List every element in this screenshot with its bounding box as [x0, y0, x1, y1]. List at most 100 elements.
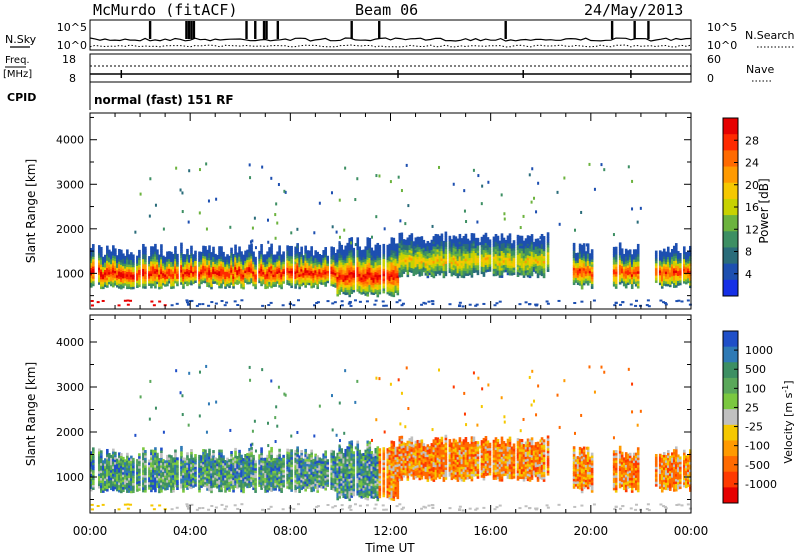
- velocity-cell: [194, 454, 197, 457]
- power-cell: [171, 304, 174, 306]
- power-cell: [142, 244, 145, 247]
- power-cell: [270, 244, 273, 247]
- power-cell: [129, 300, 132, 302]
- power-cell: [459, 234, 462, 237]
- velocity-cell: [186, 452, 189, 455]
- noise-spike: [149, 21, 151, 39]
- power-cell: [160, 244, 163, 247]
- power-cell: [473, 233, 476, 236]
- power-cell: [675, 300, 678, 302]
- power-cell: [431, 303, 434, 305]
- power-cell: [359, 301, 362, 303]
- noise-tick-left-low: 10^0: [57, 39, 87, 52]
- power-cell: [118, 304, 121, 306]
- nave-tick-high: 60: [707, 53, 721, 66]
- power-cell: [630, 303, 633, 305]
- power-cell: [201, 303, 204, 305]
- power-cell: [340, 245, 343, 248]
- power-cell: [489, 239, 492, 242]
- noise-spike: [504, 21, 506, 39]
- power-cell: [535, 210, 537, 213]
- power-cell: [150, 301, 153, 303]
- power-cell: [687, 299, 690, 301]
- power-cell: [528, 303, 531, 305]
- power-cell: [481, 202, 483, 205]
- power-cell: [238, 246, 241, 249]
- power-cell: [134, 231, 136, 234]
- power-cell: [631, 180, 633, 183]
- power-cell: [205, 162, 207, 165]
- power-cell: [583, 243, 586, 246]
- power-cell: [188, 221, 190, 224]
- noise-spike: [254, 21, 256, 39]
- velocity-cell: [160, 448, 163, 451]
- power-cell: [594, 188, 596, 191]
- power-cell: [282, 251, 285, 254]
- noise-spike: [378, 21, 380, 39]
- cpid-panel: CPID normal (fast) 151 RF: [7, 82, 234, 110]
- power-cell: [91, 304, 94, 306]
- power-cell: [513, 240, 516, 243]
- power-cell: [603, 168, 605, 171]
- power-cell: [310, 246, 313, 249]
- power-cell: [637, 244, 640, 247]
- noise-spike: [263, 21, 265, 39]
- power-cell: [487, 181, 489, 184]
- noise-spike: [277, 21, 279, 39]
- power-cell: [453, 183, 455, 186]
- power-cell: [138, 250, 141, 253]
- power-cell: [267, 304, 270, 306]
- power-cell: [190, 246, 193, 249]
- nave-label: Nave: [746, 63, 774, 76]
- power-cell: [580, 211, 582, 214]
- velocity-cell: [114, 452, 117, 455]
- power-cell: [194, 251, 197, 254]
- power-cell: [382, 300, 385, 302]
- colorbar-swatch: [723, 118, 738, 135]
- y-tick-label: 1000: [56, 267, 84, 280]
- colorbar-swatch: [723, 247, 738, 264]
- power-cell: [647, 299, 650, 301]
- power-cell: [156, 249, 159, 252]
- power-cell: [250, 240, 252, 243]
- power-cell: [332, 247, 335, 250]
- freq-frame: [90, 54, 691, 82]
- power-cell: [559, 223, 561, 226]
- power-cell: [186, 249, 189, 252]
- power-cell: [463, 189, 465, 192]
- velocity-cell: [154, 447, 157, 450]
- colorbar-tick-label: 28: [745, 134, 759, 147]
- power-cell: [331, 191, 333, 194]
- power-cell: [479, 242, 481, 245]
- power-cell: [296, 245, 298, 248]
- power-cell: [163, 228, 165, 231]
- power-cell: [424, 303, 427, 305]
- power-cell: [215, 303, 218, 305]
- power-cell: [190, 300, 193, 302]
- power-cell: [319, 202, 321, 205]
- power-cell: [275, 202, 277, 205]
- colorbar-swatch: [723, 280, 738, 297]
- power-cell: [175, 167, 177, 170]
- power-cell: [663, 249, 666, 252]
- power-cell: [404, 222, 406, 225]
- power-cell: [495, 302, 498, 304]
- power-cell: [521, 236, 524, 239]
- velocity-cell: [92, 447, 95, 450]
- power-cell: [274, 213, 276, 216]
- power-cell: [276, 222, 278, 225]
- power-cell: [221, 300, 224, 302]
- power-cell: [503, 212, 505, 215]
- power-cell: [149, 215, 151, 218]
- power-cell: [675, 243, 678, 246]
- power-cell: [234, 245, 237, 248]
- power-cell: [401, 233, 404, 236]
- velocity-cell: [126, 453, 129, 456]
- noise-spike: [188, 21, 190, 39]
- power-cell: [350, 237, 353, 240]
- freq-unit: [MHz]: [3, 69, 32, 80]
- power-cell: [208, 245, 211, 248]
- power-cell: [634, 305, 637, 307]
